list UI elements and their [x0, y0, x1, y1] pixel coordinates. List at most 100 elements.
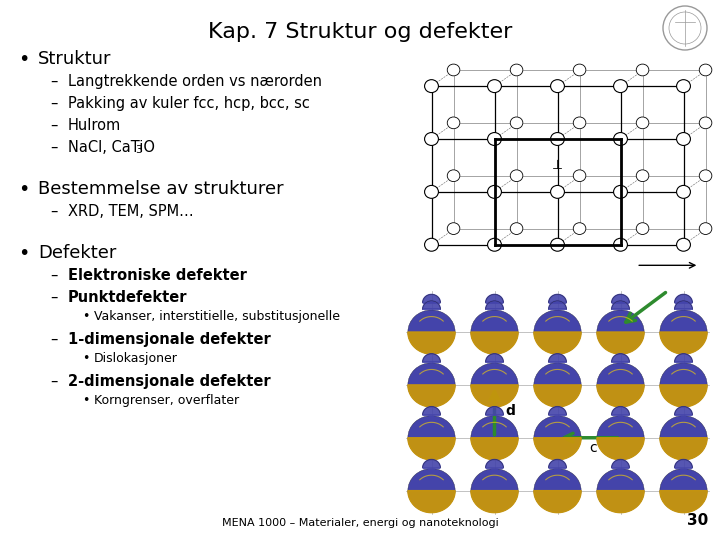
Circle shape	[677, 80, 690, 92]
Polygon shape	[486, 407, 503, 415]
Polygon shape	[597, 332, 644, 354]
Circle shape	[699, 64, 712, 76]
Polygon shape	[486, 460, 503, 468]
Text: 2-dimensjonale defekter: 2-dimensjonale defekter	[68, 374, 271, 389]
Text: –: –	[50, 290, 58, 305]
Circle shape	[510, 64, 523, 76]
Text: Elektroniske defekter: Elektroniske defekter	[68, 268, 247, 283]
Circle shape	[699, 170, 712, 181]
Circle shape	[408, 469, 455, 512]
Circle shape	[487, 185, 501, 198]
Polygon shape	[471, 332, 518, 354]
Polygon shape	[612, 354, 629, 362]
Circle shape	[573, 170, 586, 181]
Circle shape	[636, 117, 649, 129]
Text: MENA 1000 – Materialer, energi og nanoteknologi: MENA 1000 – Materialer, energi og nanote…	[222, 518, 498, 528]
Circle shape	[471, 363, 518, 407]
Polygon shape	[471, 385, 518, 407]
Circle shape	[425, 80, 438, 92]
Circle shape	[573, 64, 586, 76]
Circle shape	[613, 80, 627, 92]
Circle shape	[660, 469, 707, 512]
Circle shape	[534, 416, 581, 460]
Polygon shape	[549, 354, 567, 362]
Text: Defekter: Defekter	[38, 244, 117, 262]
Text: –: –	[50, 74, 58, 89]
Circle shape	[597, 363, 644, 407]
Circle shape	[471, 469, 518, 512]
Circle shape	[699, 222, 712, 234]
Text: •: •	[82, 310, 89, 323]
Circle shape	[660, 363, 707, 407]
Circle shape	[425, 185, 438, 198]
Polygon shape	[549, 460, 567, 468]
Circle shape	[551, 80, 564, 92]
Text: •: •	[18, 180, 30, 199]
Polygon shape	[423, 301, 441, 309]
Text: c: c	[589, 441, 597, 455]
Polygon shape	[660, 332, 707, 354]
Polygon shape	[549, 407, 567, 415]
Polygon shape	[660, 385, 707, 407]
Polygon shape	[423, 407, 441, 415]
Polygon shape	[612, 294, 629, 302]
Circle shape	[636, 170, 649, 181]
Circle shape	[573, 222, 586, 234]
Circle shape	[510, 222, 523, 234]
Circle shape	[447, 64, 460, 76]
Text: 30: 30	[687, 513, 708, 528]
Text: Struktur: Struktur	[38, 50, 112, 68]
Text: Punktdefekter: Punktdefekter	[68, 290, 187, 305]
Circle shape	[534, 310, 581, 354]
Circle shape	[471, 416, 518, 460]
Polygon shape	[675, 301, 693, 309]
Text: Hulrom: Hulrom	[68, 118, 121, 133]
Text: Pakking av kuler fcc, hcp, bcc, sc: Pakking av kuler fcc, hcp, bcc, sc	[68, 96, 310, 111]
Text: –: –	[50, 332, 58, 347]
Circle shape	[636, 222, 649, 234]
Polygon shape	[675, 407, 693, 415]
Polygon shape	[423, 354, 441, 362]
Text: •: •	[18, 244, 30, 263]
Polygon shape	[471, 438, 518, 460]
Circle shape	[551, 132, 564, 145]
Circle shape	[534, 469, 581, 512]
Circle shape	[408, 310, 455, 354]
Circle shape	[510, 170, 523, 181]
Text: Kap. 7 Struktur og defekter: Kap. 7 Struktur og defekter	[208, 22, 512, 42]
Circle shape	[487, 80, 501, 92]
Polygon shape	[423, 294, 441, 302]
Polygon shape	[534, 332, 581, 354]
Circle shape	[487, 238, 501, 251]
Circle shape	[660, 310, 707, 354]
Text: NaCl, CaTiO: NaCl, CaTiO	[68, 140, 155, 155]
Text: •: •	[18, 50, 30, 69]
Polygon shape	[660, 438, 707, 460]
Circle shape	[677, 132, 690, 145]
Circle shape	[408, 363, 455, 407]
Circle shape	[447, 222, 460, 234]
Polygon shape	[534, 385, 581, 407]
Circle shape	[597, 310, 644, 354]
Circle shape	[534, 363, 581, 407]
Circle shape	[597, 469, 644, 512]
Polygon shape	[549, 301, 567, 309]
Polygon shape	[549, 294, 567, 302]
Polygon shape	[612, 301, 629, 309]
Polygon shape	[486, 354, 503, 362]
Circle shape	[613, 185, 627, 198]
Text: 1-dimensjonale defekter: 1-dimensjonale defekter	[68, 332, 271, 347]
Polygon shape	[675, 460, 693, 468]
Polygon shape	[597, 385, 644, 407]
Text: Langtrekkende orden vs nærorden: Langtrekkende orden vs nærorden	[68, 74, 322, 89]
Polygon shape	[486, 301, 503, 309]
Polygon shape	[597, 491, 644, 512]
Polygon shape	[408, 491, 455, 512]
Circle shape	[425, 238, 438, 251]
Circle shape	[408, 416, 455, 460]
Text: –: –	[50, 374, 58, 389]
Text: –: –	[50, 96, 58, 111]
Text: d: d	[505, 404, 516, 418]
Circle shape	[447, 117, 460, 129]
Circle shape	[636, 64, 649, 76]
